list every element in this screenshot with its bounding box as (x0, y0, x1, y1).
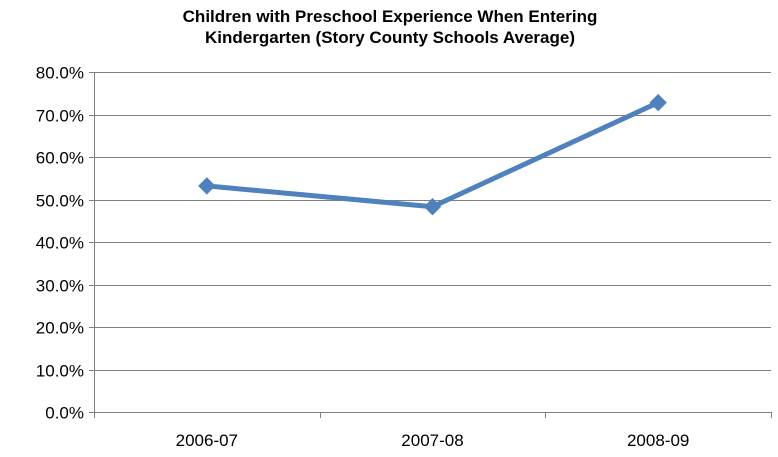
data-point-marker (423, 198, 442, 216)
y-tick-label: 80.0% (36, 64, 84, 83)
y-tick-label: 0.0% (45, 404, 84, 423)
x-tick-label: 2007-08 (401, 431, 463, 450)
y-tick-label: 10.0% (36, 362, 84, 381)
series-layer (198, 93, 667, 216)
gridlines (94, 72, 771, 371)
axes (89, 72, 772, 418)
x-tick-label: 2008-09 (627, 431, 689, 450)
y-tick-label: 40.0% (36, 234, 84, 253)
y-tick-label: 70.0% (36, 107, 84, 126)
data-point-marker (649, 93, 667, 112)
series-line (204, 100, 661, 210)
x-tick-label: 2006-07 (176, 431, 238, 450)
chart-title-line-1: Children with Preschool Experience When … (182, 7, 598, 26)
y-tick-label: 20.0% (36, 319, 84, 338)
y-tick-label: 60.0% (36, 149, 84, 168)
y-tick-label: 30.0% (36, 277, 84, 296)
y-tick-label: 50.0% (36, 192, 84, 211)
chart-title-line-2: Kindergarten (Story County Schools Avera… (205, 28, 575, 47)
chart-title: Children with Preschool Experience When … (40, 6, 740, 48)
data-point-marker (198, 177, 216, 195)
y-axis-tick-labels: 0.0% 10.0% 20.0% 30.0% 40.0% 50.0% 60.0% 70.0% 8… (36, 64, 84, 423)
x-axis-tick-labels: 2006-07 2007-08 2008-09 (176, 431, 690, 450)
